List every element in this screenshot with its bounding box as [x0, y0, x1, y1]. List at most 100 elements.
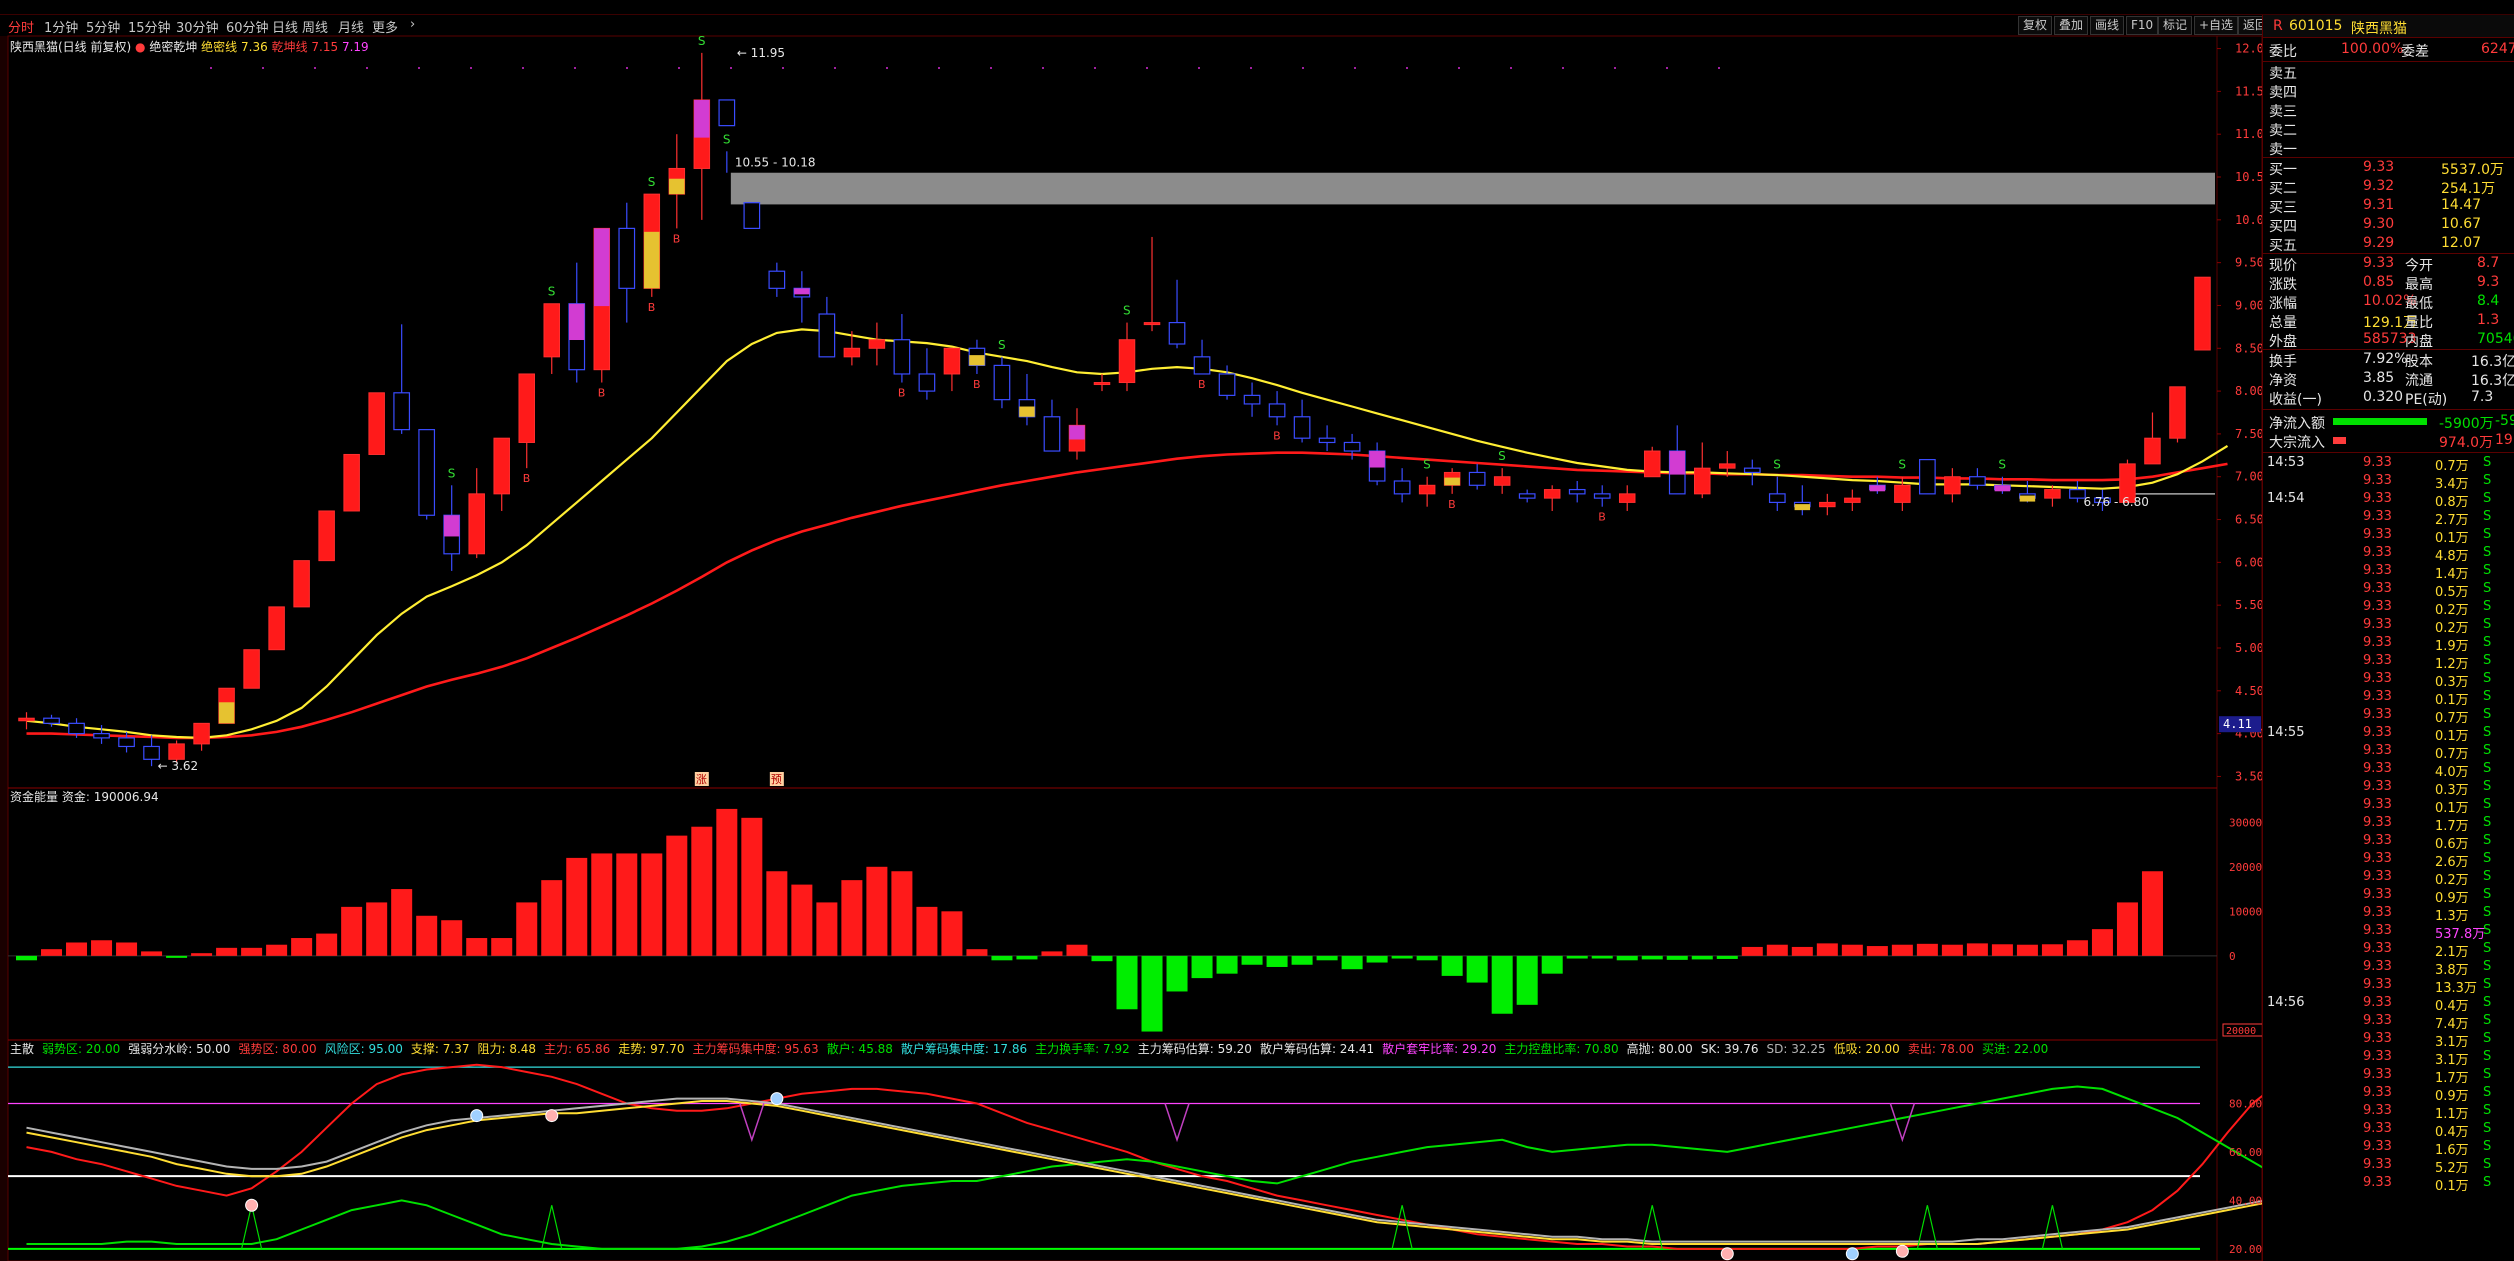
volume-bar — [66, 942, 88, 956]
timeframe-8[interactable]: 月线 — [338, 21, 365, 36]
stat-value: 3.85 — [2363, 370, 2395, 386]
toolbar-button-4[interactable]: 标记 — [2158, 16, 2193, 35]
volume-bar — [41, 949, 63, 956]
more-chevron-icon[interactable]: › — [410, 17, 416, 32]
tick-side: S — [2483, 1049, 2492, 1064]
divider — [2263, 409, 2514, 410]
signal-ball — [1845, 1247, 1859, 1261]
volume-bar — [1241, 955, 1263, 965]
divider — [2263, 61, 2514, 62]
candle-body — [2069, 488, 2086, 499]
candle-body — [2119, 463, 2136, 503]
volume-bar — [916, 906, 938, 956]
volume-axis-label: 0 — [2229, 950, 2236, 963]
tick-side: S — [2483, 761, 2492, 776]
timeframe-5[interactable]: 60分钟 — [226, 21, 269, 36]
tick-row: 9.33 1.2万 S — [2263, 653, 2514, 672]
volume-axis-label: 20000 — [2229, 861, 2262, 874]
indicator-spike — [1391, 1205, 1413, 1250]
candle-body — [493, 437, 510, 495]
buy-signal: B — [523, 472, 531, 485]
stat-label: 流通 — [2405, 373, 2433, 389]
timeframe-7[interactable]: 周线 — [302, 21, 329, 36]
tick-row: 9.33 0.3万 S — [2263, 671, 2514, 690]
volume-bar — [966, 949, 988, 956]
tick-volume: 0.2万 — [2435, 621, 2469, 636]
tick-row: 9.33 2.7万 S — [2263, 509, 2514, 528]
tick-price: 9.33 — [2363, 617, 2392, 632]
tick-volume: 0.1万 — [2435, 693, 2469, 708]
tick-volume: 13.3万 — [2435, 981, 2477, 996]
flow-bar — [2333, 437, 2346, 444]
tick-row: 9.33 0.4万 S — [2263, 1121, 2514, 1140]
volume-field-value: 190006.94 — [93, 790, 159, 804]
volume-bar — [2141, 871, 2163, 956]
tick-row: 9.33 0.1万 S — [2263, 797, 2514, 816]
tick-row: 9.33 0.1万 S — [2263, 527, 2514, 546]
sell-signal: S — [1898, 458, 1906, 472]
chart-canvas[interactable]: 12.00 11.50 11.00 10.50 10.00 9.50 9.00 8.50 8.0… — [0, 0, 2262, 1261]
weibi-value: 100.00% — [2341, 41, 2404, 57]
timeframe-1[interactable]: 1分钟 — [44, 21, 79, 36]
timeframe-0[interactable]: 分时 — [8, 21, 35, 36]
tick-row: 9.33 0.9万 S — [2263, 1085, 2514, 1104]
timeframe-9[interactable]: 更多 — [372, 21, 399, 36]
stat-row: 收益(一) 0.320 PE(动) 7.3 — [2263, 389, 2514, 408]
tick-row: 9.33 0.1万 S — [2263, 689, 2514, 708]
timeframe-3[interactable]: 15分钟 — [128, 21, 171, 36]
bid-row: 买四 9.30 10.67 — [2263, 216, 2514, 235]
bid-price: 9.29 — [2363, 235, 2395, 251]
timeframe-6[interactable]: 日线 — [272, 21, 299, 36]
flow-row: 大宗流入 974.0万 19 — [2263, 432, 2514, 451]
signal-dot — [1666, 67, 1668, 69]
signal-dot — [1198, 67, 1200, 69]
volume-bar — [841, 880, 863, 956]
toolbar-button-5[interactable]: +自选 — [2194, 16, 2239, 35]
highlight-candle — [969, 355, 985, 366]
toolbar-button-1[interactable]: 叠加 — [2054, 16, 2089, 35]
stat-label: 今开 — [2405, 258, 2433, 274]
indicator-label: 散户: 45.88 — [826, 1042, 893, 1056]
volume-bar — [166, 955, 188, 958]
price-axis-label: 6.50 — [2235, 513, 2262, 527]
timeframe-4[interactable]: 30分钟 — [176, 21, 219, 36]
stat-value: 0.320 — [2363, 389, 2404, 405]
volume-bar — [466, 938, 488, 956]
volume-bar — [1516, 955, 1538, 1005]
tick-price: 9.33 — [2363, 527, 2392, 542]
candle-body — [293, 560, 310, 608]
highlight-candle — [644, 231, 660, 289]
tick-row: 9.33 1.9万 S — [2263, 635, 2514, 654]
stat-label: 内盘 — [2405, 334, 2433, 350]
tick-price: 9.33 — [2363, 473, 2392, 488]
tick-row: 9.33 1.3万 S — [2263, 905, 2514, 924]
tick-side: S — [2483, 977, 2492, 992]
stat-label: 涨幅 — [2269, 296, 2297, 312]
candle-body — [168, 743, 185, 760]
stat-row: 总量 129.1万 量比 1.3 — [2263, 312, 2514, 331]
highlight-candle — [694, 99, 710, 138]
indicator-label: 走势: 97.70 — [618, 1042, 685, 1056]
indicator-line — [26, 1063, 2262, 1250]
tick-volume: 2.7万 — [2435, 513, 2469, 528]
event-marker-box — [694, 772, 709, 786]
toolbar-button-2[interactable]: 画线 — [2090, 16, 2125, 35]
volume-bar — [2066, 940, 2088, 956]
indicator-spike — [1641, 1205, 1663, 1250]
tick-side: S — [2483, 833, 2492, 848]
tick-row: 9.33 3.1万 S — [2263, 1049, 2514, 1068]
timeframe-2[interactable]: 5分钟 — [86, 21, 121, 36]
volume-bar — [116, 942, 138, 956]
tick-side: S — [2483, 617, 2492, 632]
tick-side: S — [2483, 995, 2492, 1010]
toolbar-button-3[interactable]: F10 — [2126, 16, 2159, 35]
indicator-label: 主散 — [10, 1042, 35, 1056]
highlight-candle — [1794, 504, 1811, 511]
tick-row: 9.33 1.1万 S — [2263, 1103, 2514, 1122]
indicator-dot: ● — [135, 40, 146, 54]
volume-bar — [766, 871, 788, 956]
toolbar-button-0[interactable]: 复权 — [2018, 16, 2053, 35]
signal-ball — [245, 1198, 259, 1212]
indicator-label: SK: 39.76 — [1700, 1042, 1759, 1056]
tick-side: S — [2483, 1013, 2492, 1028]
